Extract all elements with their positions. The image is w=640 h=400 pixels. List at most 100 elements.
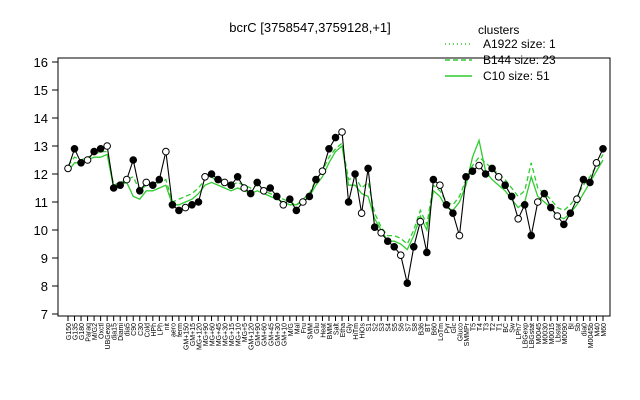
data-point bbox=[357, 209, 366, 217]
data-point bbox=[155, 175, 164, 184]
data-point bbox=[566, 209, 575, 217]
x-tick-label: T5 bbox=[471, 323, 478, 331]
x-tick-label: Gluco bbox=[457, 323, 464, 341]
x-tick-label: LBGexp bbox=[523, 323, 530, 348]
x-tick-label: Cold bbox=[144, 323, 151, 338]
plot-frame bbox=[57, 57, 611, 317]
x-tick-label: LBGstat bbox=[529, 323, 536, 348]
data-point bbox=[253, 178, 262, 187]
x-tick-label: GM+120 bbox=[249, 323, 256, 350]
data-point bbox=[442, 201, 451, 209]
x-tick-label: G135 bbox=[73, 323, 80, 340]
data-point bbox=[135, 187, 144, 195]
x-tick-label: HPh bbox=[151, 323, 158, 337]
x-tick-label: nit bbox=[164, 323, 171, 330]
series-line-dashed bbox=[67, 141, 604, 246]
data-point bbox=[351, 170, 359, 178]
x-tick-label: M60 bbox=[601, 323, 608, 337]
x-tick-label: S7 bbox=[405, 323, 412, 332]
data-point bbox=[377, 229, 385, 237]
data-point bbox=[64, 164, 72, 173]
data-point bbox=[494, 173, 503, 181]
y-tick-label: 14 bbox=[34, 111, 48, 126]
x-tick-label: GM+150 bbox=[183, 323, 190, 350]
x-tick-label: MG+30 bbox=[223, 323, 230, 346]
x-axis: G150 G135 G180 Paraq M/G2 Oxctl UBGexp dia15 Dia… bbox=[66, 316, 608, 350]
x-tick-label: GM+45 bbox=[268, 323, 275, 346]
data-point bbox=[527, 231, 536, 240]
x-tick-label: BMM bbox=[327, 323, 334, 340]
data-point bbox=[259, 187, 268, 195]
x-tick-label: dia15 bbox=[112, 323, 119, 340]
data-point bbox=[90, 147, 98, 156]
data-point bbox=[409, 243, 418, 251]
x-tick-label: GM+30 bbox=[275, 323, 282, 346]
data-point bbox=[520, 201, 529, 209]
legend-entry-label: C10 size: 51 bbox=[483, 69, 550, 83]
x-tick-label: MG+10 bbox=[236, 323, 243, 346]
data-point bbox=[364, 164, 372, 173]
x-tick-label: Fru bbox=[301, 323, 308, 334]
legend-title: clusters bbox=[478, 23, 519, 37]
x-tick-label: BT bbox=[425, 322, 432, 332]
data-point bbox=[462, 173, 470, 181]
data-point bbox=[122, 175, 131, 184]
data-point bbox=[299, 198, 307, 206]
y-tick-label: 12 bbox=[34, 167, 48, 182]
x-tick-label: MG+5 bbox=[242, 323, 249, 342]
data-point bbox=[592, 159, 601, 167]
data-point bbox=[279, 201, 288, 209]
data-point bbox=[188, 201, 196, 209]
data-point bbox=[475, 161, 483, 170]
x-tick-label: GM+60 bbox=[262, 323, 269, 346]
data-point bbox=[325, 145, 333, 153]
data-point bbox=[318, 167, 327, 175]
x-tick-label: MG+15 bbox=[229, 323, 236, 346]
x-tick-label: M0045b bbox=[588, 323, 595, 348]
data-point bbox=[540, 189, 549, 198]
data-point bbox=[449, 209, 457, 217]
data-point bbox=[240, 184, 248, 192]
data-point bbox=[175, 206, 183, 215]
x-tick-label: S2 bbox=[373, 323, 380, 332]
x-tick-label: Sw bbox=[510, 322, 517, 333]
x-tick-label: Gly bbox=[347, 323, 354, 334]
data-point bbox=[429, 175, 438, 184]
series-lines bbox=[67, 138, 604, 251]
x-tick-label: Pyr bbox=[444, 322, 451, 333]
data-point bbox=[481, 170, 490, 178]
data-point bbox=[455, 231, 464, 240]
x-tick-label: C90 bbox=[131, 323, 138, 336]
data-point bbox=[501, 181, 509, 189]
data-point bbox=[423, 248, 431, 257]
data-point bbox=[514, 215, 522, 223]
x-tick-label: B60 bbox=[431, 323, 438, 336]
y-tick-label: 7 bbox=[41, 307, 48, 322]
data-point bbox=[338, 128, 346, 136]
data-point bbox=[142, 178, 151, 187]
x-tick-label: dia0 bbox=[581, 323, 588, 336]
data-point bbox=[507, 192, 516, 201]
x-tick-label: SMMPr bbox=[464, 322, 471, 346]
x-tick-label: T1 bbox=[497, 323, 504, 331]
data-point bbox=[331, 133, 340, 142]
x-tick-label: S1 bbox=[366, 323, 373, 332]
data-point bbox=[109, 184, 118, 192]
x-tick-label: M/G bbox=[288, 323, 295, 336]
data-point bbox=[227, 181, 235, 189]
data-point bbox=[579, 175, 588, 184]
data-point bbox=[533, 198, 542, 206]
x-tick-label: HiTm bbox=[353, 323, 360, 340]
x-tick-label: LPh7 bbox=[516, 323, 523, 339]
data-point bbox=[383, 237, 392, 245]
y-tick-label: 11 bbox=[35, 195, 49, 210]
x-tick-label: S4 bbox=[386, 323, 393, 332]
data-point bbox=[403, 279, 412, 288]
x-tick-label: M40 bbox=[594, 323, 601, 337]
legend-entry-label: A1922 size: 1 bbox=[483, 37, 556, 51]
x-tick-label: aero bbox=[170, 323, 177, 337]
x-tick-label: G180 bbox=[79, 323, 86, 340]
data-point bbox=[436, 181, 444, 189]
y-tick-label: 9 bbox=[41, 251, 48, 266]
